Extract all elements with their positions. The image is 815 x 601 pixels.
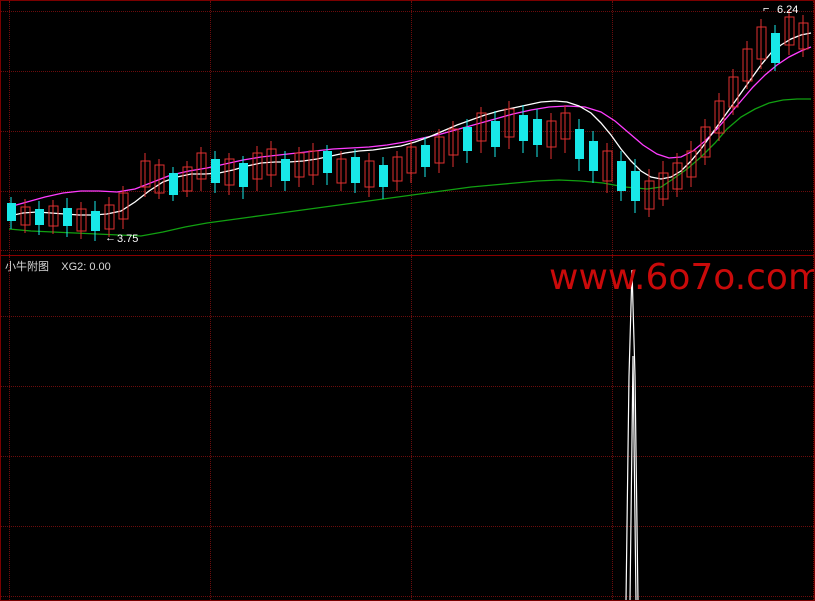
- grid-v-3: [411, 1, 412, 255]
- grid-h-5: [1, 250, 814, 251]
- grid-h-i5: [1, 596, 814, 597]
- indicator-title-value: XG2: 0.00: [61, 261, 111, 273]
- grid-h-4: [1, 191, 814, 192]
- ma-green-line: [8, 98, 811, 237]
- grid-h-2: [1, 71, 814, 72]
- grid-v-i4: [612, 256, 613, 600]
- grid-h-i1: [1, 316, 814, 317]
- grid-v-4: [612, 1, 613, 255]
- grid-h-3: [1, 131, 814, 132]
- price-series-svg: [7, 9, 812, 241]
- grid-v-2: [210, 1, 211, 255]
- indicator-title-prefix: 小牛附图: [5, 261, 49, 273]
- grid-h-1: [1, 11, 814, 12]
- grid-v-i5: [813, 256, 814, 600]
- grid-h-i3: [1, 456, 814, 457]
- xg2-spike-svg: [625, 269, 639, 600]
- grid-h-i2: [1, 386, 814, 387]
- ma-white-line: [8, 32, 812, 217]
- low-price-arrow: ←: [105, 232, 116, 244]
- low-price-label: 3.75: [117, 233, 139, 245]
- price-panel[interactable]: 6.24 ⌐ 3.75 ←: [1, 1, 814, 255]
- xg2-spike-line-2: [629, 355, 637, 600]
- high-price-arrow: ⌐: [763, 3, 770, 15]
- grid-v-1: [9, 1, 10, 255]
- indicator-panel[interactable]: 小牛附图 XG2: 0.00: [1, 255, 814, 600]
- grid-v-i3: [411, 256, 412, 600]
- high-price-label: 6.24: [777, 4, 799, 16]
- indicator-title: 小牛附图 XG2: 0.00: [5, 258, 111, 274]
- grid-h-i4: [1, 526, 814, 527]
- grid-v-i2: [210, 256, 211, 600]
- grid-v-5: [813, 1, 814, 255]
- candlestick-series: [7, 9, 809, 241]
- site-watermark: www.6o7o.com: [549, 257, 815, 298]
- xg2-spike-line: [625, 269, 639, 600]
- grid-v-i1: [9, 256, 10, 600]
